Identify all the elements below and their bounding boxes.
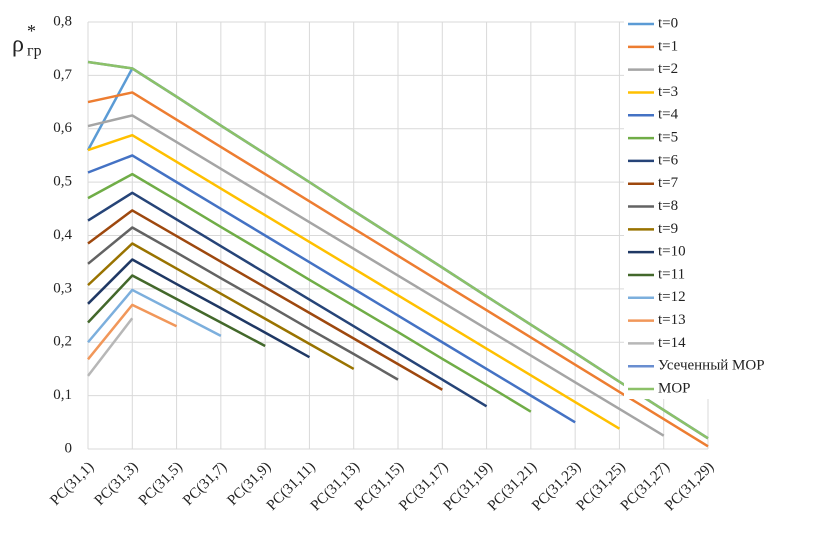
series-line [87,303,178,361]
legend-label: t=7 [658,175,679,191]
series-line [87,60,709,440]
series-line [87,91,709,448]
legend-label: t=3 [658,84,678,100]
legend-label: t=10 [658,244,686,260]
legend-label: t=12 [658,289,686,305]
legend-label: t=2 [658,61,678,77]
y-tick-label: 0,4 [53,227,72,243]
y-tick-label: 0,6 [53,120,72,136]
y-tick-label: 0 [65,440,73,456]
legend-label: t=11 [658,266,685,282]
y-axis-label: ρ [12,32,24,58]
y-tick-label: 0,5 [53,174,72,190]
y-tick-label: 0,2 [53,334,72,350]
legend-label: МОР [658,380,691,396]
series-line [87,242,355,371]
legend-label: t=9 [658,221,678,237]
series-line [87,191,488,408]
legend-label: t=4 [658,107,679,123]
y-axis-label-sup: * [27,21,36,41]
series-line [87,226,399,381]
legend-label: t=14 [658,335,686,351]
legend-label: t=0 [658,15,678,31]
series-line [87,288,222,344]
y-axis-label-sub: гр [27,43,42,60]
y-tick-label: 0,8 [53,13,72,29]
series-line [87,114,665,437]
series-line [87,209,443,391]
legend-label: t=8 [658,198,678,214]
legend-label: t=1 [658,38,678,54]
y-tick-label: 0,1 [53,387,72,403]
legend-label: Усеченный МОР [658,358,765,374]
legend-label: t=13 [658,312,686,328]
legend-label: t=6 [658,152,679,168]
series-line [87,154,576,424]
series-line [87,133,621,430]
series-line [87,317,134,377]
legend-background [624,14,812,399]
y-tick-label: 0,3 [53,280,72,296]
legend-label: t=5 [658,130,678,146]
series-line [87,258,311,359]
y-tick-label: 0,7 [53,67,72,83]
series-line [87,172,532,413]
series-line [87,274,266,348]
